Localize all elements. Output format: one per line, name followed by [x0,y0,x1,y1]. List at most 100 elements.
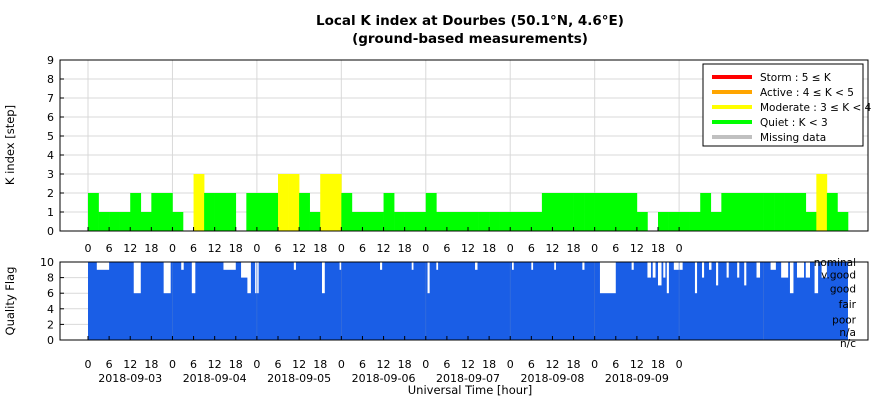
k-bar [468,212,479,231]
k-bar [341,193,353,231]
q-notch [380,262,383,270]
k-bar [721,193,733,231]
q-notch [163,262,171,294]
k-xtick-label: 0 [338,242,345,255]
q-notch [796,262,805,278]
q-yticks: 0 2 4 6 8 10 [40,256,64,347]
k-bar [563,193,574,231]
q-notch [658,262,662,286]
q-xtick-label: 12 [292,358,306,371]
q-notch [475,262,478,270]
q-date-label: 2018-09-04 [183,372,247,385]
k-bar [679,212,690,231]
k-bar [478,212,490,231]
k-bar [499,212,511,231]
q-xtick-label: 6 [106,358,113,371]
k-yticks: 0 1 2 3 4 5 6 7 8 9 [47,54,64,238]
k-bar [615,193,627,231]
k-bar [489,212,500,231]
k-bar [668,212,680,231]
q-fill [88,262,848,340]
q-date-label: 2018-09-07 [436,372,500,385]
legend: Storm : 5 ≤ K Active : 4 ≤ K < 5 Moderate … [702,63,872,147]
q-xtick-label: 6 [443,358,450,371]
k-bar [88,193,99,231]
k-bar [753,193,764,231]
k-xtick-label: 0 [169,242,176,255]
legend-label: Missing data [760,132,826,144]
q-xtick-label: 6 [190,358,197,371]
q-notch [673,262,683,270]
q-notch [241,262,250,278]
k-xtick-label: 18 [567,242,581,255]
q-notch [805,262,810,278]
k-xtick-label: 6 [612,242,619,255]
k-bar [816,174,828,231]
q-xtick-label: 12 [123,358,137,371]
q-level-label: n/a [839,327,856,339]
q-xtick-label: 12 [630,358,644,371]
k-bar [404,212,416,231]
q-notch [223,262,236,270]
q-notch [716,262,719,286]
q-xtick-label: 6 [528,358,535,371]
k-ytick-label: 2 [47,187,54,200]
q-notch [663,262,666,278]
q-xtick-label: 6 [612,358,619,371]
q-xtick-label: 0 [169,358,176,371]
k-xtick-label: 6 [359,242,366,255]
q-xtick-label: 0 [253,358,260,371]
k-bar [161,193,173,231]
legend-label: Storm : 5 ≤ K [760,72,832,84]
q-notch [427,262,430,294]
q-ytick-label: 4 [47,303,54,316]
q-plot-frame [59,261,869,341]
q-notch [321,262,325,294]
k-bar [130,193,142,231]
q-date-label: 2018-09-03 [98,372,162,385]
k-xtick-label: 12 [461,242,475,255]
k-ytick-label: 4 [47,149,54,162]
k-bar [394,212,405,231]
q-level-label: fair [839,299,857,311]
q-notch [781,262,789,278]
k-ytick-label: 7 [47,92,54,105]
k-xtick-label: 6 [275,242,282,255]
q-xtick-label: 6 [275,358,282,371]
k-bar [246,193,258,231]
q-xtick-label: 0 [338,358,345,371]
q-notch [756,262,761,278]
k-bar [573,193,585,231]
q-xtick-label: 12 [545,358,559,371]
k-bar [119,212,131,231]
q-notch [814,262,819,294]
k-xtick-label: 18 [482,242,496,255]
q-grid [60,262,764,340]
k-bar [541,193,553,231]
k-bar [700,193,712,231]
k-bar [98,212,110,231]
k-bar [140,212,152,231]
k-xtick-label: 12 [208,242,222,255]
k-bar [805,212,817,231]
q-level-label: good [830,284,856,296]
k-xtick-label: 0 [253,242,260,255]
k-bar [658,212,669,231]
k-xtick-label: 18 [398,242,412,255]
legend-label: Quiet : K < 3 [760,117,828,129]
q-xtick-label: 12 [461,358,475,371]
q-notch [599,262,616,294]
k-bar [826,193,838,231]
q-dates: 2018-09-03 2018-09-04 2018-09-05 2018-09-06… [98,372,669,385]
q-notch [436,262,439,270]
k-bar [193,174,205,231]
k-bar [425,193,437,231]
q-xtick-label: 18 [144,358,158,371]
q-ytick-label: 0 [47,334,54,347]
k-xtick-label: 0 [591,242,598,255]
k-bar [351,212,363,231]
k-bar [795,193,807,231]
